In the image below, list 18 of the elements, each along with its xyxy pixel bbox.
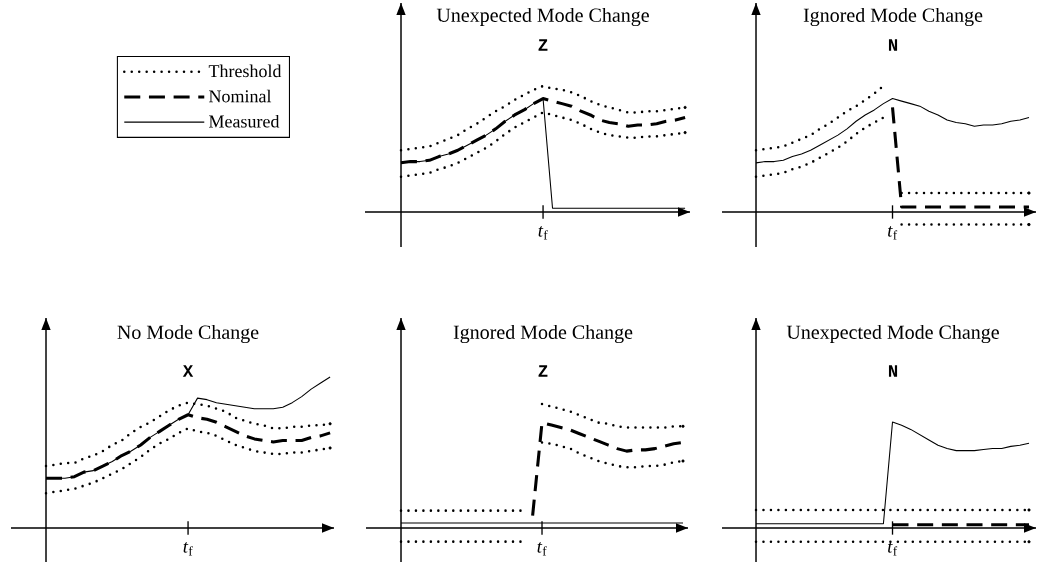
text: t$_{f}$ [888, 542, 898, 556]
legend-label: Nominal [209, 89, 272, 103]
chart-title: Unexpected Mode Change [786, 324, 999, 344]
chart-subtitle: Z [538, 39, 548, 51]
text: t$_{f}$ [537, 542, 547, 556]
chart-title: No Mode Change [117, 324, 259, 344]
chart-subtitle: Z [538, 365, 548, 377]
chart-title: Ignored Mode Change [453, 324, 633, 344]
chart-subtitle: X [182, 365, 194, 377]
legend-label: Measured [209, 114, 280, 128]
chart-title: Unexpected Mode Change [436, 7, 649, 27]
chart-subtitle: N [888, 39, 898, 51]
legend-label: Threshold [208, 64, 282, 78]
chart-title: Ignored Mode Change [803, 7, 983, 27]
text: t$_{f}$ [538, 226, 548, 240]
text: t$_{f}$ [888, 226, 898, 240]
chart-subtitle: N [888, 365, 898, 377]
text: t$_{f}$ [183, 542, 193, 556]
